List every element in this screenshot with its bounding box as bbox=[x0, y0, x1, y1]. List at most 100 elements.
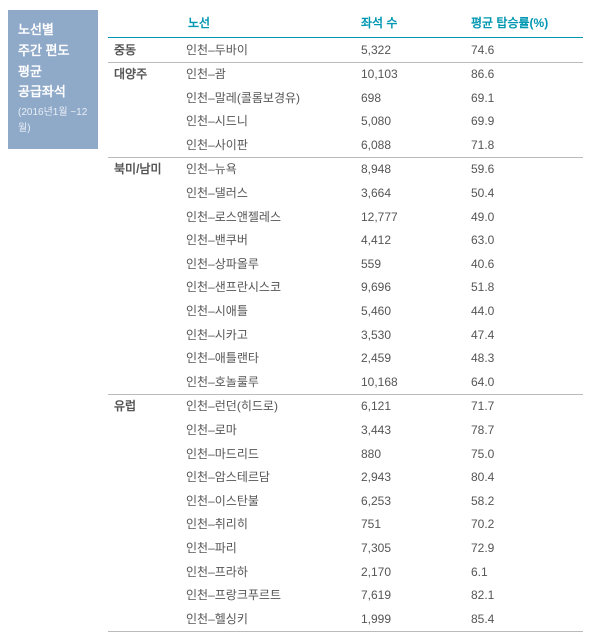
seats-cell: 698 bbox=[355, 86, 465, 110]
seats-cell: 2,170 bbox=[355, 560, 465, 584]
table-row: 인천–호놀룰루10,16864.0 bbox=[108, 370, 583, 394]
side-line4: 공급좌석 bbox=[18, 82, 88, 103]
table-row: 유럽인천–런던(히드로)6,12171.7 bbox=[108, 394, 583, 418]
seats-cell: 5,080 bbox=[355, 110, 465, 134]
route-cell: 인천–마드리드 bbox=[180, 442, 355, 466]
route-cell: 인천–프라하 bbox=[180, 560, 355, 584]
table-row: 인천–샌프란시스코9,69651.8 bbox=[108, 276, 583, 300]
side-line2: 주간 편도 bbox=[18, 41, 88, 62]
seats-cell: 880 bbox=[355, 442, 465, 466]
load-cell: 71.7 bbox=[465, 394, 583, 418]
route-cell: 인천–애틀랜타 bbox=[180, 347, 355, 371]
region-cell bbox=[108, 466, 180, 490]
header-route: 노선 bbox=[108, 10, 355, 38]
region-cell bbox=[108, 536, 180, 560]
load-cell: 51.8 bbox=[465, 276, 583, 300]
region-cell bbox=[108, 252, 180, 276]
region-cell bbox=[108, 370, 180, 394]
route-cell: 인천–괌 bbox=[180, 62, 355, 86]
region-cell bbox=[108, 607, 180, 631]
header-load: 평균 탑승률(%) bbox=[465, 10, 583, 38]
load-cell: 48.3 bbox=[465, 347, 583, 371]
load-cell: 72.9 bbox=[465, 536, 583, 560]
side-line1: 노선별 bbox=[18, 20, 88, 41]
region-cell bbox=[108, 182, 180, 206]
route-cell: 인천–이스탄불 bbox=[180, 489, 355, 513]
route-cell: 인천–밴쿠버 bbox=[180, 229, 355, 253]
table-row: 인천–이스탄불6,25358.2 bbox=[108, 489, 583, 513]
seats-cell: 5,460 bbox=[355, 300, 465, 324]
route-cell: 인천–헬싱키 bbox=[180, 607, 355, 631]
seats-cell: 8,948 bbox=[355, 157, 465, 181]
region-cell bbox=[108, 560, 180, 584]
load-cell: 49.0 bbox=[465, 205, 583, 229]
load-cell: 40.6 bbox=[465, 252, 583, 276]
table-row: 인천–밴쿠버4,41263.0 bbox=[108, 229, 583, 253]
route-cell: 인천–로마 bbox=[180, 419, 355, 443]
route-cell: 인천–호놀룰루 bbox=[180, 370, 355, 394]
seats-cell: 10,103 bbox=[355, 62, 465, 86]
table-row: 인천–로스앤젤레스12,77749.0 bbox=[108, 205, 583, 229]
seats-cell: 3,664 bbox=[355, 182, 465, 206]
table-row: 인천–헬싱키1,99985.4 bbox=[108, 607, 583, 631]
seats-cell: 10,168 bbox=[355, 370, 465, 394]
table-row: 인천–취리히75170.2 bbox=[108, 513, 583, 537]
route-cell: 인천–파리 bbox=[180, 536, 355, 560]
table-row: 인천–상파올루55940.6 bbox=[108, 252, 583, 276]
route-cell: 인천–시카고 bbox=[180, 323, 355, 347]
load-cell: 69.9 bbox=[465, 110, 583, 134]
region-cell bbox=[108, 300, 180, 324]
table-row: 인천–댈러스3,66450.4 bbox=[108, 182, 583, 206]
seats-cell: 6,253 bbox=[355, 489, 465, 513]
table-row: 북미/남미인천–뉴욕8,94859.6 bbox=[108, 157, 583, 181]
region-cell bbox=[108, 419, 180, 443]
table-row: 중동인천–두바이5,32274.6 bbox=[108, 38, 583, 63]
region-cell bbox=[108, 347, 180, 371]
region-cell bbox=[108, 229, 180, 253]
route-cell: 인천–로스앤젤레스 bbox=[180, 205, 355, 229]
table-body: 중동인천–두바이5,32274.6대양주인천–괌10,10386.6인천–말레(… bbox=[108, 38, 583, 632]
load-cell: 63.0 bbox=[465, 229, 583, 253]
table-row: 인천–로마3,44378.7 bbox=[108, 419, 583, 443]
seats-cell: 6,121 bbox=[355, 394, 465, 418]
table-header-row: 노선 좌석 수 평균 탑승률(%) bbox=[108, 10, 583, 38]
table-wrap: 노선 좌석 수 평균 탑승률(%) 중동인천–두바이5,32274.6대양주인천… bbox=[108, 10, 583, 632]
route-cell: 인천–두바이 bbox=[180, 38, 355, 63]
route-cell: 인천–댈러스 bbox=[180, 182, 355, 206]
region-cell bbox=[108, 489, 180, 513]
table-row: 인천–파리7,30572.9 bbox=[108, 536, 583, 560]
seats-cell: 7,305 bbox=[355, 536, 465, 560]
seats-cell: 751 bbox=[355, 513, 465, 537]
region-cell bbox=[108, 323, 180, 347]
route-cell: 인천–시드니 bbox=[180, 110, 355, 134]
seats-cell: 6,088 bbox=[355, 133, 465, 157]
route-cell: 인천–말레(콜롬보경유) bbox=[180, 86, 355, 110]
route-cell: 인천–취리히 bbox=[180, 513, 355, 537]
load-cell: 50.4 bbox=[465, 182, 583, 206]
region-cell bbox=[108, 133, 180, 157]
seats-cell: 559 bbox=[355, 252, 465, 276]
region-cell: 북미/남미 bbox=[108, 157, 180, 181]
route-cell: 인천–시애틀 bbox=[180, 300, 355, 324]
load-cell: 85.4 bbox=[465, 607, 583, 631]
seats-cell: 2,459 bbox=[355, 347, 465, 371]
load-cell: 71.8 bbox=[465, 133, 583, 157]
table-row: 인천–사이판6,08871.8 bbox=[108, 133, 583, 157]
load-cell: 70.2 bbox=[465, 513, 583, 537]
route-cell: 인천–뉴욕 bbox=[180, 157, 355, 181]
route-cell: 인천–프랑크푸르트 bbox=[180, 584, 355, 608]
seats-cell: 2,943 bbox=[355, 466, 465, 490]
table-row: 인천–프라하2,1706.1 bbox=[108, 560, 583, 584]
side-label: 노선별 주간 편도 평균 공급좌석 (2016년1월 ~12월) bbox=[8, 10, 98, 149]
load-cell: 47.4 bbox=[465, 323, 583, 347]
table-row: 인천–암스테르담2,94380.4 bbox=[108, 466, 583, 490]
region-cell bbox=[108, 584, 180, 608]
region-cell bbox=[108, 205, 180, 229]
route-cell: 인천–런던(히드로) bbox=[180, 394, 355, 418]
side-line3: 평균 bbox=[18, 62, 88, 83]
table-row: 인천–마드리드88075.0 bbox=[108, 442, 583, 466]
seats-cell: 3,530 bbox=[355, 323, 465, 347]
load-cell: 44.0 bbox=[465, 300, 583, 324]
region-cell bbox=[108, 276, 180, 300]
table-row: 인천–시드니5,08069.9 bbox=[108, 110, 583, 134]
